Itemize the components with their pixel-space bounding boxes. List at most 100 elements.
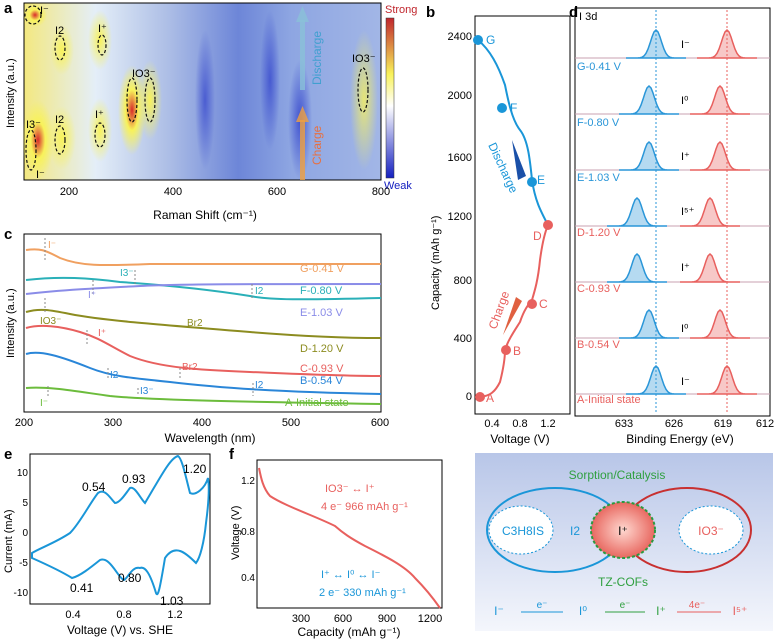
chain-i0: I⁰ <box>579 604 587 618</box>
b-xtick: 1.2 <box>540 418 555 430</box>
panel-f-discharge: IO3⁻ ↔ I⁺ 4 e⁻ 966 mAh g⁻¹ I⁺ ↔ I⁰ ↔ I⁻ … <box>230 459 443 639</box>
peak-label: I⁻ <box>40 5 49 17</box>
f-ytick: 0.8 <box>241 527 255 538</box>
panel-e-cv: 0.54 0.93 1.20 0.41 0.80 1.03 -10 -5 0 5… <box>3 453 211 637</box>
chain-i5: I⁵⁺ <box>733 604 748 618</box>
right-species: IO3⁻ <box>698 524 724 538</box>
cv-peak: 0.54 <box>82 480 106 494</box>
a-ylabel: Intensity (a.u.) <box>5 58 17 128</box>
colorbar-weak: Weak <box>384 180 412 192</box>
a-xtick: 200 <box>60 186 78 198</box>
peak-label: Br2 <box>187 318 203 329</box>
d-title: I 3d <box>579 11 597 23</box>
peak-label: I⁻ <box>36 169 45 181</box>
panel-d-xps: I 3d G-0.41 V F-0.80 V E-1.03 V D-1.20 V… <box>574 7 774 446</box>
c-xtick: 500 <box>282 417 300 429</box>
b-xlabel: Voltage (V) <box>490 432 549 446</box>
b-ytick: 400 <box>454 333 472 345</box>
series-label-f: F-0.80 V <box>300 285 343 297</box>
xps-peak <box>619 84 679 115</box>
b-ylabel: Capacity (mAh g⁻¹) <box>430 216 442 310</box>
xps-peak <box>607 196 667 227</box>
xps-peak <box>680 252 740 283</box>
xps-peak <box>690 84 750 115</box>
d-xtick: 619 <box>714 418 732 430</box>
peak-label: I3⁻ <box>120 268 134 279</box>
e-ytick: -10 <box>14 588 29 599</box>
e-xtick: 0.4 <box>65 609 80 621</box>
xps-label-a: A-Initial state <box>577 394 641 406</box>
xps-state: I⁺ <box>681 262 690 274</box>
peak-label: I3⁻ <box>26 119 41 131</box>
xps-peak <box>626 28 686 59</box>
panel-label-e: e <box>4 446 13 463</box>
b-ytick: 0 <box>466 391 472 403</box>
panel-c-uvvis: I⁻ I3⁻ I⁺ I2 IO3⁻ Br2 I⁺ Br2 I2 I3⁻ I2 I… <box>5 233 389 445</box>
e-ytick: 5 <box>22 498 28 509</box>
e-ytick: 0 <box>22 528 28 539</box>
sorption-label: Sorption/Catalysis <box>569 468 666 482</box>
xps-state: I⁰ <box>681 95 689 107</box>
e-xtick: 0.8 <box>116 609 131 621</box>
point-f: F <box>510 101 517 115</box>
a-xtick: 800 <box>372 186 390 198</box>
xps-peak <box>690 140 750 171</box>
e-ytick: -5 <box>19 558 28 569</box>
point-d: D <box>533 229 542 243</box>
peak-label: Br2 <box>182 362 198 373</box>
d-xtick: 626 <box>665 418 683 430</box>
capacity2: 2 e⁻ 330 mAh g⁻¹ <box>319 587 406 599</box>
b-ytick: 1600 <box>448 152 472 164</box>
discharge-label-a: Discharge <box>310 31 324 85</box>
b-ytick: 2400 <box>448 31 472 43</box>
series-label-b: B-0.54 V <box>300 375 343 387</box>
series-label-c: C-0.93 V <box>300 363 344 375</box>
xps-state: I⁻ <box>681 39 690 51</box>
peak-label: I⁺ <box>95 109 104 121</box>
c-ylabel: Intensity (a.u.) <box>5 288 17 358</box>
panel-label-c: c <box>4 226 13 243</box>
colorbar-strong: Strong <box>385 4 417 16</box>
point-c: C <box>539 297 548 311</box>
c-xlabel: Wavelength (nm) <box>165 431 256 445</box>
reaction2: I⁺ ↔ I⁰ ↔ I⁻ <box>321 569 381 581</box>
series-label-e: E-1.03 V <box>300 307 343 319</box>
panel-a-raman-map: Charge Discharge I⁻ I2 I⁺ IO3⁻ IO3⁻ I3⁻ … <box>5 2 417 222</box>
series-label-a: A-Initial state <box>285 397 349 409</box>
colorbar <box>385 17 395 179</box>
f-xlabel: Capacity (mAh g⁻¹) <box>297 625 400 639</box>
peak-label: I⁻ <box>48 240 56 251</box>
peak-label: IO3⁻ <box>40 316 61 327</box>
d-xtick: 612 <box>756 418 774 430</box>
xps-label-d: D-1.20 V <box>577 227 621 239</box>
xps-label-e: E-1.03 V <box>577 172 620 184</box>
left-species: C3H8IS <box>502 524 544 538</box>
point-b: B <box>513 344 521 358</box>
peak-label: I⁻ <box>40 398 48 409</box>
a-xtick: 400 <box>164 186 182 198</box>
b-ytick: 1200 <box>448 211 472 223</box>
chain-e1: e⁻ <box>537 600 548 611</box>
chain-e2: e⁻ <box>620 600 631 611</box>
cv-peak: 0.93 <box>122 472 146 486</box>
panel-label-b: b <box>426 4 436 21</box>
peak-label: I2 <box>255 380 264 391</box>
chain-i-minus: I⁻ <box>494 604 504 618</box>
series-label-d: D-1.20 V <box>300 343 344 355</box>
b-ytick: 2000 <box>448 90 472 102</box>
peak-label: I3⁻ <box>140 386 154 397</box>
peak-label: I2 <box>255 286 264 297</box>
reaction1: IO3⁻ ↔ I⁺ <box>325 483 375 495</box>
a-xlabel: Raman Shift (cm⁻¹) <box>153 208 257 222</box>
xps-peak <box>619 140 679 171</box>
c-xtick: 600 <box>371 417 389 429</box>
d-xtick: 633 <box>615 418 633 430</box>
f-ytick: 0.4 <box>241 573 255 584</box>
xps-peak <box>690 308 750 339</box>
peak-label: I⁺ <box>88 290 96 301</box>
center-iplus: I⁺ <box>618 524 628 538</box>
cv-peak: 0.80 <box>118 571 142 585</box>
d-xlabel: Binding Energy (eV) <box>626 432 733 446</box>
f-xtick: 300 <box>292 613 310 625</box>
peak-label: I2 <box>110 370 119 381</box>
